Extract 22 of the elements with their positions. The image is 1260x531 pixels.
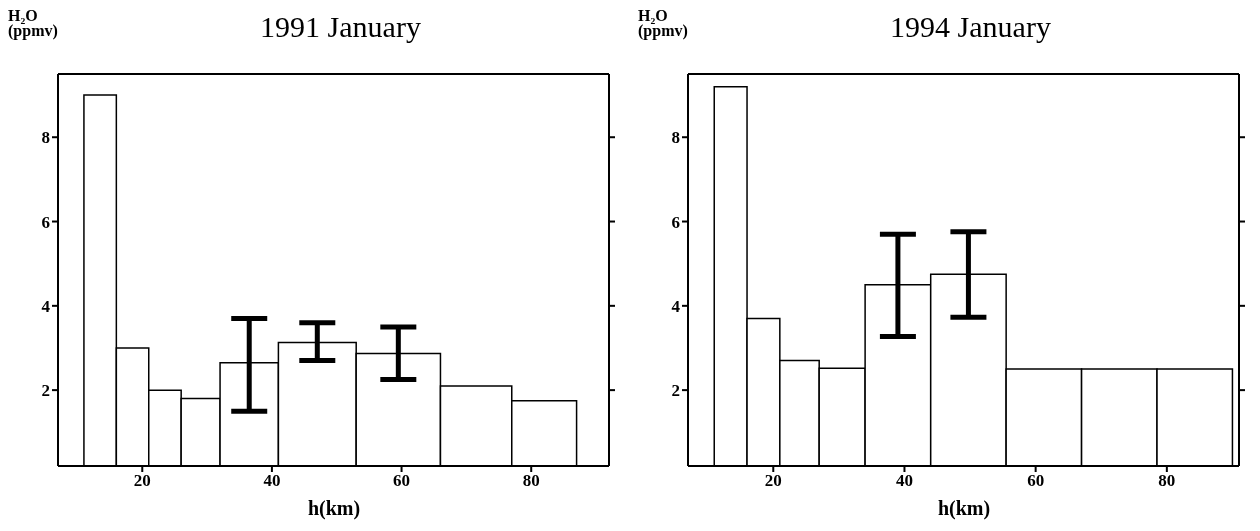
y-tick-label: 8 [671,128,680,148]
x-axis-title: h(km) [306,496,362,520]
x-tick-label: 20 [133,471,151,491]
y-axis-title: H₂O (ppmv) [8,7,58,39]
y-tick-label: 4 [41,296,51,316]
y-tick-label: 2 [41,381,50,401]
y-tick-label: 4 [671,296,681,316]
x-tick-label: 40 [895,471,913,491]
y-tick-label: 2 [671,381,680,401]
x-tick-label: 20 [764,471,782,491]
x-tick-label: 60 [393,471,411,491]
x-tick-label: 60 [1027,471,1045,491]
x-axis-title: h(km) [936,496,992,520]
chart-title: 1994 January [889,10,1052,44]
x-tick-label: 40 [263,471,281,491]
chart-title: 1991 January [259,10,422,44]
x-tick-label: 80 [1158,471,1176,491]
y-axis-title: H₂O (ppmv) [638,7,688,39]
y-tick-label: 6 [41,212,50,232]
y-tick-label: 6 [671,212,680,232]
x-tick-label: 80 [522,471,540,491]
y-tick-label: 8 [41,128,50,148]
